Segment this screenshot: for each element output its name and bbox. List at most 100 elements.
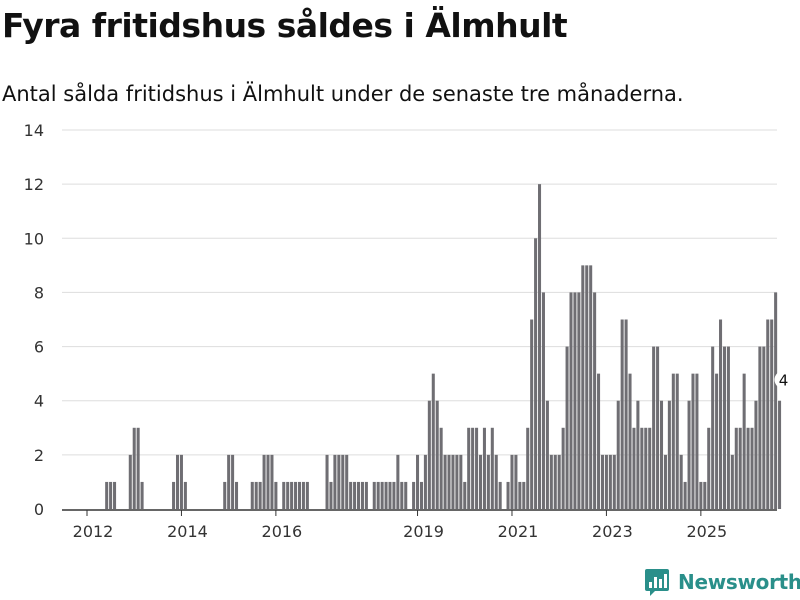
y-tick-label: 6: [34, 338, 44, 357]
bar: [659, 400, 664, 509]
bar: [719, 319, 723, 509]
bar: [766, 319, 770, 509]
bar: [353, 481, 357, 509]
bar: [498, 481, 502, 509]
bar: [703, 481, 707, 509]
bar: [254, 481, 258, 509]
bar: [297, 481, 302, 509]
bar: [475, 427, 479, 509]
bar: [545, 400, 549, 509]
bar: [490, 427, 494, 509]
bar: [671, 373, 675, 509]
bar: [541, 292, 545, 509]
bar: [396, 454, 400, 509]
x-tick-label: 2012: [73, 522, 114, 541]
bar: [270, 454, 274, 509]
bar: [683, 481, 687, 509]
bar: [589, 265, 593, 509]
bar: [526, 427, 530, 509]
bar: [136, 427, 140, 509]
bar: [518, 481, 522, 509]
bar: [770, 319, 774, 509]
bar: [750, 427, 754, 509]
brand-logo[interactable]: Newsworthy: [644, 568, 800, 596]
bar: [530, 319, 534, 509]
bar: [522, 481, 526, 509]
bar: [557, 454, 561, 509]
bar: [715, 373, 719, 509]
bar: [455, 454, 459, 509]
bar: [726, 346, 730, 509]
bar: [652, 346, 656, 509]
labels: 0 2 4 6 8 10 12 14 4 2012 2014 2016 2019 2021 2023 2025: [24, 121, 793, 541]
bar: [687, 400, 691, 509]
x-tick-label: 2021: [498, 522, 539, 541]
bar: [427, 400, 431, 509]
bar: [341, 454, 345, 509]
bar: [506, 481, 510, 509]
y-tick-label: 2: [34, 446, 44, 465]
y-tick-label: 4: [34, 392, 44, 411]
bar: [620, 319, 624, 509]
bar: [612, 454, 616, 509]
bar: [486, 454, 490, 509]
bar: [573, 292, 577, 509]
bar: [451, 454, 455, 509]
bar: [656, 346, 660, 509]
bar: [514, 454, 518, 509]
bar: [604, 454, 608, 509]
bar: [561, 427, 565, 509]
bar: [227, 454, 231, 509]
x-tick-label: 2023: [592, 522, 633, 541]
bar: [364, 481, 368, 509]
bar: [360, 481, 364, 509]
bars: [105, 184, 782, 510]
bar: [730, 454, 734, 509]
value-label-bg: [774, 370, 793, 389]
bar: [231, 454, 235, 509]
bar: [290, 481, 294, 509]
bar: [282, 481, 286, 509]
bar: [534, 238, 538, 510]
bar: [711, 346, 715, 509]
newsworthy-logo-icon: [645, 569, 669, 596]
bar: [274, 481, 278, 509]
bar: [294, 481, 298, 509]
bar: [600, 454, 605, 509]
bar: [357, 481, 361, 509]
bar: [337, 454, 341, 509]
bar: [746, 427, 750, 509]
bar: [325, 454, 329, 509]
bar: [538, 184, 542, 509]
bar: [329, 481, 333, 509]
bar: [742, 373, 746, 509]
y-tick-label: 14: [24, 121, 44, 140]
bar: [443, 454, 447, 509]
bar: [301, 481, 305, 509]
bar: [553, 454, 557, 509]
bar: [577, 292, 581, 509]
bar: [471, 427, 475, 509]
bar: [467, 427, 471, 509]
bar: [435, 400, 439, 509]
bar: [223, 481, 227, 509]
bar: [175, 454, 180, 509]
bar: [699, 481, 703, 509]
bar: [113, 481, 117, 509]
bar: [388, 481, 392, 509]
bar: [419, 481, 423, 509]
y-tick-label: 8: [34, 283, 44, 302]
bar: [349, 481, 353, 509]
bar: [707, 427, 711, 509]
bar: [569, 292, 573, 509]
bar: [549, 454, 553, 509]
bar: [632, 427, 636, 509]
bar: [439, 427, 443, 509]
bar: [183, 481, 187, 509]
bar: [109, 481, 113, 509]
y-tick-label: 0: [34, 500, 44, 519]
bar: [734, 427, 738, 509]
bar: [616, 400, 620, 509]
bar: [679, 454, 683, 509]
